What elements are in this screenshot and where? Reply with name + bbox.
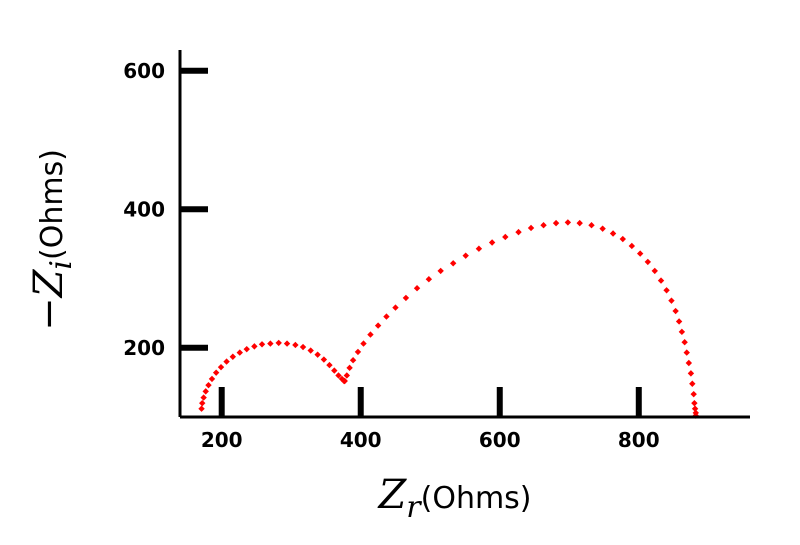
data-point <box>475 245 483 252</box>
data-point <box>283 340 291 347</box>
data-point <box>681 339 688 346</box>
data-point <box>668 297 675 304</box>
y-tick-label: 200 <box>123 336 165 360</box>
data-point <box>449 260 457 267</box>
y-axis-symbol: −Z <box>26 268 72 331</box>
data-point <box>588 221 595 229</box>
data-point <box>691 405 699 412</box>
data-point <box>413 285 421 292</box>
data-point <box>212 369 220 376</box>
data-point <box>292 341 299 349</box>
data-point <box>307 347 314 354</box>
data-point <box>636 250 644 257</box>
data-point <box>367 331 374 338</box>
data-point <box>360 340 367 347</box>
x-axis-label: Zr(Ohms) <box>376 472 531 525</box>
data-point <box>502 233 509 241</box>
x-axis-symbol: Z <box>376 472 407 518</box>
data-series <box>198 219 699 419</box>
data-point <box>354 348 362 356</box>
data-point <box>217 363 225 371</box>
data-point <box>202 388 209 395</box>
data-point <box>515 228 522 236</box>
data-point <box>402 294 410 302</box>
x-tick-label: 600 <box>479 428 521 452</box>
data-point <box>675 318 683 325</box>
data-point <box>335 372 342 379</box>
data-point <box>208 375 216 383</box>
data-point <box>576 219 583 227</box>
data-point <box>425 276 433 283</box>
tick-labels: 200 400 600 800 200 400 600 <box>123 59 659 452</box>
data-point <box>687 370 695 377</box>
data-point <box>599 225 606 232</box>
data-point <box>383 313 390 320</box>
data-point <box>564 219 572 226</box>
x-tick-label: 200 <box>201 428 243 452</box>
data-point <box>552 219 560 227</box>
data-point <box>644 258 652 266</box>
data-point <box>628 242 636 250</box>
y-tick-label: 400 <box>123 197 165 221</box>
data-point <box>619 235 626 243</box>
data-point <box>488 239 496 246</box>
data-point <box>198 405 205 412</box>
y-tick-label: 600 <box>123 59 165 83</box>
x-tick-label: 800 <box>618 428 660 452</box>
data-point <box>651 267 658 275</box>
x-tick-label: 400 <box>340 428 382 452</box>
data-point <box>657 277 665 284</box>
data-point <box>678 328 686 336</box>
data-point <box>199 399 206 407</box>
data-point <box>691 399 698 407</box>
data-point <box>320 356 328 363</box>
data-point <box>229 353 237 360</box>
data-point <box>689 380 696 387</box>
data-point <box>200 394 207 401</box>
data-point <box>672 307 679 315</box>
data-point <box>258 341 266 348</box>
x-axis-subscript: r <box>406 490 422 525</box>
data-point <box>346 364 353 372</box>
data-point <box>243 345 250 353</box>
y-axis-label: −Zi(Ohms) <box>26 149 79 331</box>
data-point <box>251 343 258 350</box>
y-axis-unit: (Ohms) <box>35 149 70 260</box>
data-point <box>683 349 690 356</box>
ticks <box>180 67 642 417</box>
data-point <box>314 351 321 358</box>
data-point <box>299 343 307 351</box>
data-point <box>205 381 212 389</box>
data-point <box>690 390 697 398</box>
y-axis-subscript: i <box>44 260 79 270</box>
x-axis-unit: (Ohms) <box>421 481 532 516</box>
data-point <box>374 322 382 329</box>
data-point <box>609 230 617 237</box>
data-point <box>341 377 348 385</box>
data-point <box>437 267 444 275</box>
data-point <box>223 358 230 365</box>
data-point <box>540 221 547 229</box>
data-point <box>275 339 282 347</box>
data-point <box>527 224 535 232</box>
data-point <box>267 340 274 347</box>
data-point <box>685 359 693 367</box>
data-point <box>462 252 469 259</box>
data-point <box>331 367 338 374</box>
data-point <box>326 361 333 369</box>
data-point <box>392 304 399 311</box>
data-point <box>236 349 243 356</box>
data-point <box>663 287 670 294</box>
data-point <box>343 372 351 379</box>
data-point <box>349 357 357 364</box>
